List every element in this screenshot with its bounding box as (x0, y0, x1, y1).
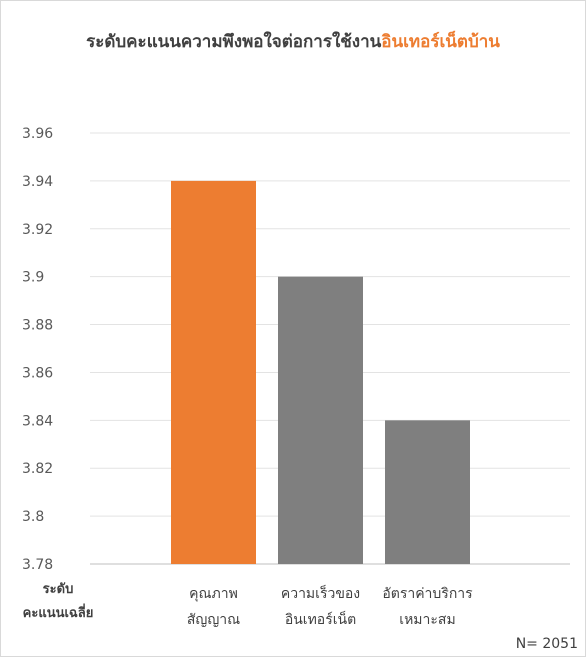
y-tick-label: 3.92 (22, 222, 53, 238)
y-tick-label: 3.8 (22, 509, 44, 525)
y-tick-label: 3.88 (22, 318, 53, 334)
category-label: คุณภาพ (189, 586, 238, 602)
sample-size-note: N= 2051 (516, 636, 578, 652)
category-label: ความเร็วของ (281, 584, 360, 602)
y-tick-label: 3.94 (22, 174, 53, 190)
y-tick-label: 3.96 (22, 126, 53, 142)
y-tick-label: 3.78 (22, 557, 53, 573)
bars (171, 180, 470, 564)
bar (385, 420, 470, 564)
category-label: สัญญาณ (187, 612, 240, 628)
category-label: อินเทอร์เน็ต (285, 610, 356, 628)
bar (278, 276, 363, 564)
y-tick-label: 3.82 (22, 461, 53, 477)
chart-title: ระดับคะแนนความพึงพอใจต่อการใช้งานอินเทอร… (0, 28, 586, 55)
category-label: เหมาะสม (399, 612, 455, 628)
y-tick-labels: 3.78 3.8 3.82 3.84 3.86 3.88 3.9 3.92 3.94 3.96 (22, 126, 53, 573)
category-label: อัตราค่าบริการ (382, 586, 473, 602)
chart-title-highlight: อินเทอร์เน็ตบ้าน (381, 32, 500, 52)
y-axis-label-line: คะแนนเฉลี่ย (23, 603, 94, 621)
y-tick-label: 3.84 (22, 413, 53, 429)
chart-title-main: ระดับคะแนนความพึงพอใจต่อการใช้งาน (86, 32, 382, 52)
y-tick-label: 3.9 (22, 270, 44, 286)
y-tick-label: 3.86 (22, 365, 53, 381)
bar (171, 180, 256, 564)
y-axis-label-line: ระดับ (43, 582, 74, 597)
